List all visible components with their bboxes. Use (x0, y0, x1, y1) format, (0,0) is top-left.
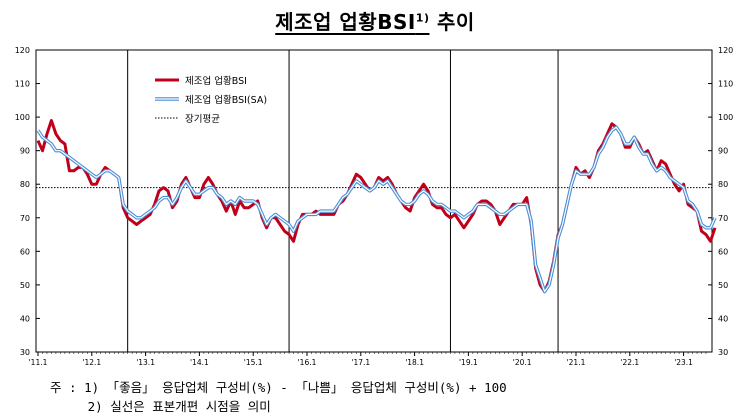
y-tick-label-left: 100 (15, 113, 30, 122)
legend-label-bsi: 제조업 업황BSI (185, 75, 247, 87)
x-tick-label: '16.1 (298, 358, 317, 367)
title-suffix: 추이 (429, 10, 475, 34)
legend-label-average: 장기평균 (185, 114, 220, 125)
y-tick-label-left: 30 (20, 348, 30, 357)
x-tick-label: '22.1 (620, 358, 639, 367)
y-axis-left: 30 40 50 60 70 80 90 100 110 120 (15, 46, 40, 357)
series-line-bsi-sa-outline (36, 125, 717, 294)
chart-title-main: 제조업 업황BSI1) (275, 10, 429, 34)
series-line-bsi-sa-inner (37, 126, 716, 293)
x-tick-label: '13.1 (136, 358, 155, 367)
y-tick-label-left: 60 (20, 247, 30, 256)
y-tick-label-right: 80 (718, 180, 728, 189)
title-text: 제조업 업황BSI (275, 10, 416, 34)
legend: 제조업 업황BSI 제조업 업황BSI(SA) 장기평균 (155, 75, 267, 125)
y-tick-label-right: 70 (718, 214, 728, 223)
y-tick-label-right: 120 (718, 46, 733, 55)
series-layer (36, 119, 717, 294)
x-tick-label: '12.1 (82, 358, 101, 367)
y-tick-label-right: 60 (718, 247, 728, 256)
y-tick-label-right: 100 (718, 113, 733, 122)
y-tick-label-right: 40 (718, 314, 728, 323)
legend-label-bsi-sa: 제조업 업황BSI(SA) (185, 94, 267, 106)
y-tick-label-left: 120 (15, 46, 30, 55)
x-axis: '11.1 '12.1 '13.1 '14.1 '15.1 '16.1 '17.1 '18.1… (29, 352, 707, 367)
y-axis-right: 30 40 50 60 70 80 90 100 110 120 (708, 46, 733, 357)
x-tick-label: '18.1 (405, 358, 424, 367)
x-tick-label: '14.1 (190, 358, 209, 367)
y-tick-label-left: 110 (15, 80, 30, 89)
x-tick-label: '19.1 (459, 358, 478, 367)
y-tick-label-left: 70 (20, 214, 30, 223)
sample-revision-lines (127, 50, 559, 352)
x-tick-label: '20.1 (513, 358, 532, 367)
y-tick-label-right: 50 (718, 281, 728, 290)
series-line-bsi (36, 119, 717, 294)
y-tick-label-left: 40 (20, 314, 30, 323)
x-tick-label: '17.1 (351, 358, 370, 367)
title-superscript: 1) (415, 11, 430, 25)
plot-border (35, 49, 713, 353)
y-tick-label-right: 90 (718, 147, 728, 156)
y-tick-label-right: 30 (718, 348, 728, 357)
x-tick-label: '15.1 (244, 358, 263, 367)
chart-title: 제조업 업황BSI1) 추이 (0, 6, 750, 35)
x-tick-label: '21.1 (567, 358, 586, 367)
footnote-1: 주 : 1) 「좋음」 응답업체 구성비(%) - 「나쁨」 응답업체 구성비(… (50, 380, 507, 395)
y-tick-label-left: 80 (20, 180, 30, 189)
plot-frame (35, 49, 713, 353)
x-tick-label: '23.1 (674, 358, 693, 367)
y-tick-label-left: 50 (20, 281, 30, 290)
y-tick-label-right: 110 (718, 80, 733, 89)
x-tick-label: '11.1 (29, 358, 48, 367)
footnote-2: 2) 실선은 표본개편 시점을 의미 (50, 399, 271, 414)
y-tick-label-left: 90 (20, 147, 30, 156)
